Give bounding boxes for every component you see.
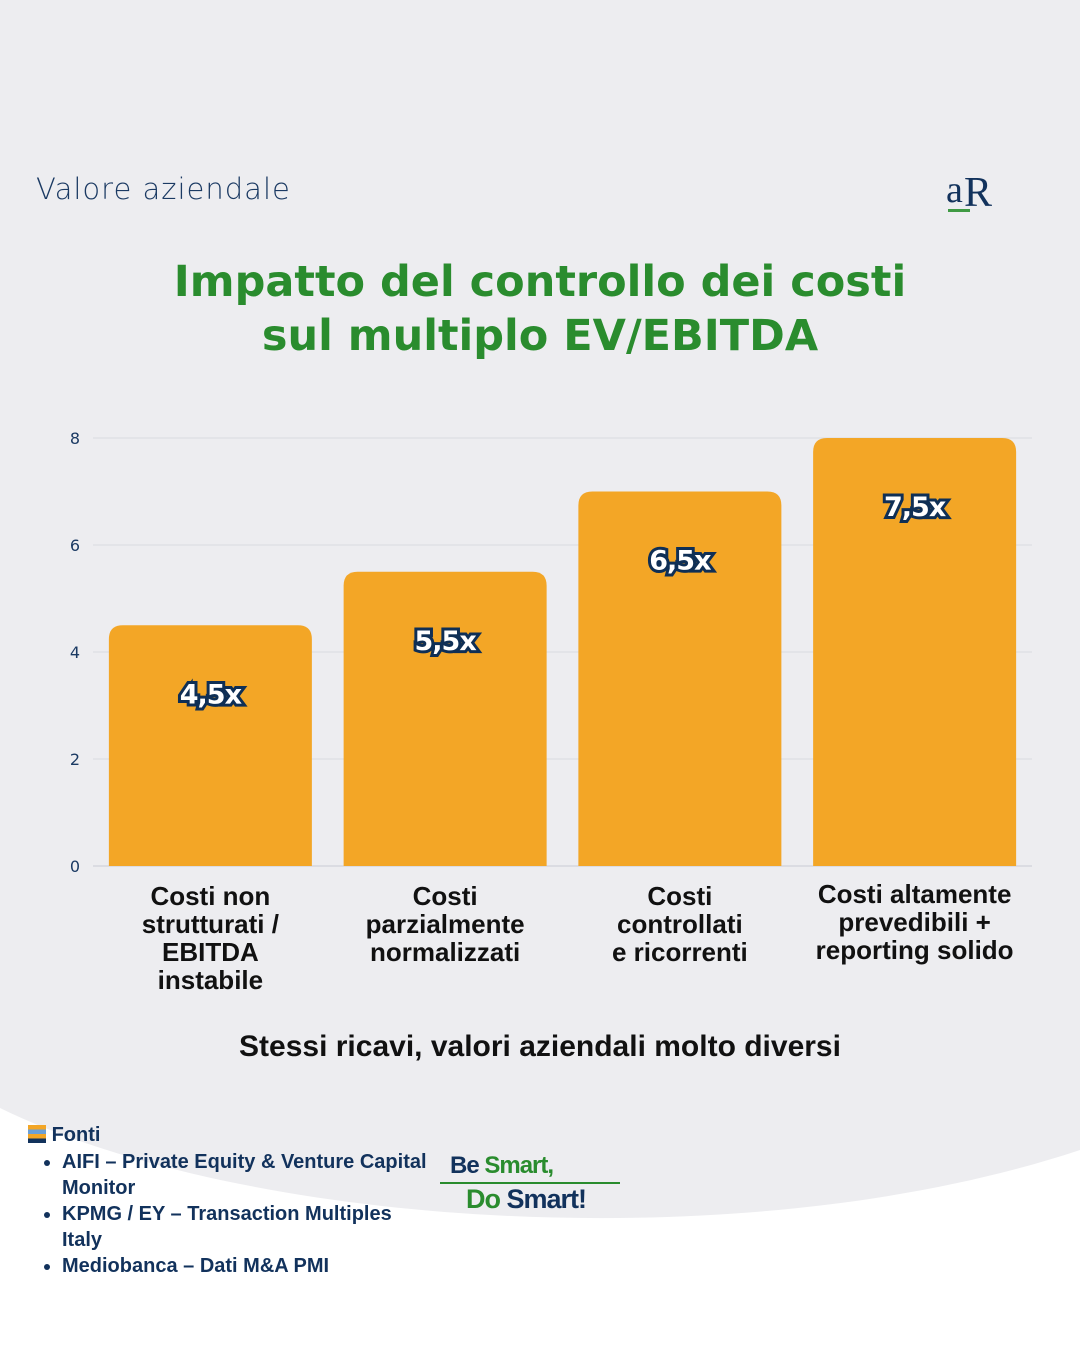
slogan-do: Do xyxy=(466,1184,501,1214)
y-tick-label: 0 xyxy=(70,857,80,876)
sources-section: Fonti AIFI – Private Equity & Venture Ca… xyxy=(28,1124,432,1279)
category-line: EBITDA xyxy=(161,937,259,967)
chart-title: Impatto del controllo dei costi sul mult… xyxy=(0,255,1080,363)
svg-text:a: a xyxy=(946,169,963,211)
category-line: normalizzati xyxy=(370,937,521,967)
y-tick-label: 2 xyxy=(70,750,80,769)
category-line: Costi xyxy=(412,881,478,911)
data-label: 4,5x xyxy=(180,679,242,710)
category-line: prevedibili + xyxy=(838,907,991,937)
category-line: reporting solido xyxy=(815,935,1014,965)
x-category-label: Costi controllati e ricorrenti xyxy=(560,882,800,966)
bar xyxy=(578,491,782,866)
bar xyxy=(813,438,1017,866)
data-label: 7,5x xyxy=(884,492,946,523)
category-line: instabile xyxy=(157,965,264,995)
y-tick-label: 8 xyxy=(70,429,80,448)
category-line: e ricorrenti xyxy=(611,937,748,967)
category-line: Costi xyxy=(647,881,713,911)
source-item: AIFI – Private Equity & Venture Capital … xyxy=(62,1149,432,1201)
sources-heading: Fonti xyxy=(28,1124,432,1147)
slogan-smart-1: Smart, xyxy=(484,1152,554,1179)
category-line: Costi altamente xyxy=(817,879,1012,909)
title-line-2: sul multiplo EV/EBITDA xyxy=(261,311,819,361)
data-label: 6,5x xyxy=(649,546,711,577)
data-label: 5,5x xyxy=(415,626,477,657)
slogan-be: Be xyxy=(450,1152,480,1179)
x-category-label: Costi parzialmente normalizzati xyxy=(325,882,565,966)
category-line: strutturati / xyxy=(141,909,279,939)
chart-subtitle: Stessi ricavi, valori aziendali molto di… xyxy=(239,1030,841,1063)
bar xyxy=(108,625,312,866)
svg-text:R: R xyxy=(964,170,992,216)
slogan-smart-2: Smart! xyxy=(506,1184,588,1214)
y-tick-label: 4 xyxy=(70,643,80,662)
slogan: Be Smart, Do Smart! xyxy=(440,1152,620,1215)
sources-list: AIFI – Private Equity & Venture Capital … xyxy=(28,1149,432,1279)
y-tick-label: 6 xyxy=(70,536,80,555)
category-line: controllati xyxy=(617,909,743,939)
bar xyxy=(343,571,547,866)
category-line: Costi non xyxy=(150,881,271,911)
x-category-label: Costi non strutturati / EBITDA instabile xyxy=(90,882,330,994)
section-kicker: Valore aziendale xyxy=(36,172,291,206)
source-item: KPMG / EY – Transaction Multiples Italy xyxy=(62,1201,432,1253)
category-line: parzialmente xyxy=(365,909,525,939)
books-icon xyxy=(28,1125,46,1143)
source-item: Mediobanca – Dati M&A PMI xyxy=(62,1253,432,1279)
title-line-1: Impatto del controllo dei costi xyxy=(173,257,907,307)
ar-logo: a R xyxy=(946,169,992,216)
x-category-label: Costi altamente prevedibili + reporting so… xyxy=(795,880,1035,964)
